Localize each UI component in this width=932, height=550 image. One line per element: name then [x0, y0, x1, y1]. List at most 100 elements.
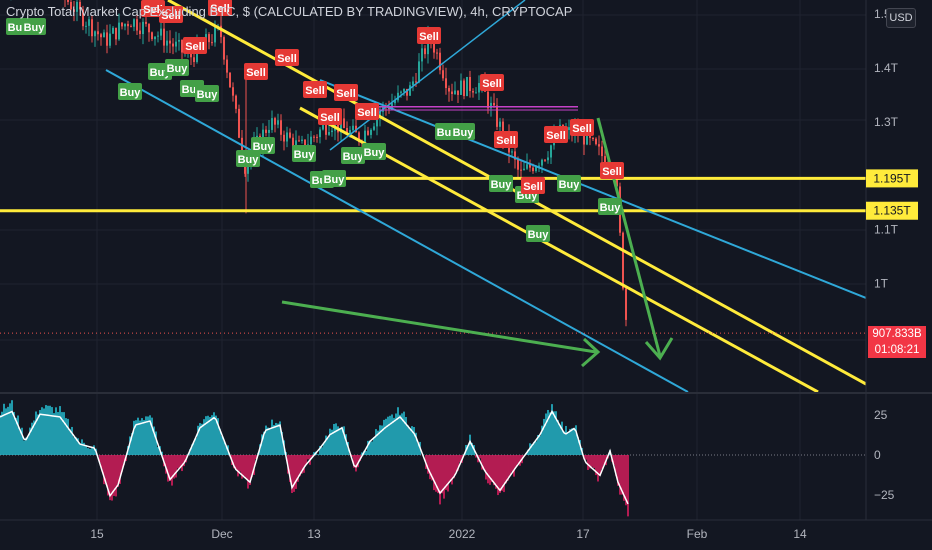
- sell-signal-text: Sell: [572, 123, 592, 135]
- candle-body: [235, 95, 237, 109]
- candle-body: [364, 130, 366, 144]
- candle-body: [595, 138, 597, 145]
- candle-body: [241, 137, 243, 156]
- candle-body: [376, 116, 378, 127]
- candle-body: [586, 131, 588, 145]
- candle-body: [109, 33, 111, 46]
- candle-body: [463, 80, 465, 97]
- candle-body: [265, 129, 267, 133]
- candle-body: [415, 81, 417, 83]
- candle-body: [406, 88, 408, 96]
- arrow-green: [596, 117, 662, 357]
- price-tick: 1T: [874, 277, 889, 291]
- candle-body: [511, 151, 513, 153]
- candle-body: [136, 19, 138, 31]
- line-price-label: 1.195T: [873, 171, 911, 185]
- sell-signal-text: Sell: [185, 41, 205, 53]
- buy-signal-text: Buy: [528, 229, 550, 241]
- currency-button[interactable]: USD: [886, 8, 916, 28]
- candle-body: [139, 30, 141, 35]
- candle-body: [535, 166, 537, 172]
- buy-signal-box: [236, 150, 260, 167]
- candle-body: [271, 118, 273, 130]
- candle-body: [160, 28, 162, 36]
- candle-body: [499, 121, 501, 127]
- candle-body: [541, 159, 543, 166]
- candle-body: [370, 129, 372, 135]
- sell-signal-text: Sell: [210, 3, 230, 15]
- candle-body: [82, 9, 84, 27]
- candle-body: [397, 92, 399, 101]
- sell-signal-text: Sell: [357, 107, 377, 119]
- buy-signal-text: Buy: [559, 179, 581, 191]
- candle-body: [316, 136, 318, 138]
- sell-signal-text: Sell: [143, 4, 163, 16]
- candle-body: [118, 22, 120, 40]
- candle-body: [373, 126, 375, 130]
- candle-body: [550, 145, 552, 158]
- buy-signal-text: Buy: [294, 149, 316, 161]
- sell-signal-box: [334, 84, 358, 101]
- sell-signal-box: [494, 131, 518, 148]
- sell-signal-box: [417, 27, 441, 44]
- candle-body: [94, 31, 96, 37]
- candle-body: [112, 27, 114, 34]
- current-price-label: 907.833B: [868, 326, 926, 342]
- candle-body: [178, 39, 180, 42]
- candle-body: [208, 34, 210, 43]
- osc-tick: 0: [874, 448, 881, 462]
- candle-body: [325, 125, 327, 135]
- candle-body: [277, 120, 279, 125]
- candle-body: [433, 39, 435, 53]
- line-price-label: 1.135T: [873, 204, 911, 218]
- candle-body: [352, 125, 354, 131]
- candle-body: [442, 70, 444, 79]
- osc-tick: 25: [874, 408, 888, 422]
- osc-signal-line: [0, 409, 629, 505]
- candle-body: [280, 120, 282, 135]
- candle-body: [211, 42, 213, 44]
- candle-body: [367, 130, 369, 135]
- grid-lines: [0, 0, 866, 520]
- candle-body: [622, 232, 624, 289]
- candle-body: [220, 25, 222, 38]
- candle-body: [223, 37, 225, 60]
- buy-signal-box: [341, 147, 365, 164]
- price-tick: 1.1T: [874, 223, 899, 237]
- candle-body: [328, 132, 330, 135]
- candle-body: [403, 88, 405, 92]
- buy-signal-box: [598, 198, 622, 215]
- candle-body: [322, 125, 324, 130]
- buy-signal-box: [22, 18, 46, 35]
- candle-body: [247, 162, 249, 174]
- buy-signal-box: [557, 175, 581, 192]
- sell-signal-text: Sell: [496, 135, 516, 147]
- candle-body: [310, 136, 312, 145]
- buy-signal-box: [251, 137, 275, 154]
- candle-body: [67, 0, 69, 2]
- line-price-label-box: [866, 201, 918, 220]
- arrow-green-head: [581, 337, 601, 368]
- candle-body: [604, 156, 606, 166]
- buy-signal-text: Buy: [238, 154, 260, 166]
- buy-signal-box: [362, 143, 386, 160]
- chart-title: Crypto Total Market Cap Excluding BTC, $…: [6, 4, 573, 19]
- osc-tick: −25: [874, 488, 895, 502]
- sell-signal-box: [208, 0, 232, 16]
- candle-body: [544, 159, 546, 161]
- candle-body: [166, 40, 168, 46]
- candle-body: [538, 165, 540, 167]
- sell-signal-text: Sell: [419, 31, 439, 43]
- sell-signal-box: [275, 49, 299, 66]
- candle-body: [268, 129, 270, 133]
- arrow-green: [281, 300, 597, 354]
- candle-body: [337, 121, 339, 133]
- candle-body: [592, 137, 594, 139]
- candle-body: [295, 140, 297, 150]
- buy-signal-text: Buy: [197, 89, 219, 101]
- sell-signal-text: Sell: [546, 130, 566, 142]
- candle-body: [343, 118, 345, 129]
- candle-body: [124, 23, 126, 27]
